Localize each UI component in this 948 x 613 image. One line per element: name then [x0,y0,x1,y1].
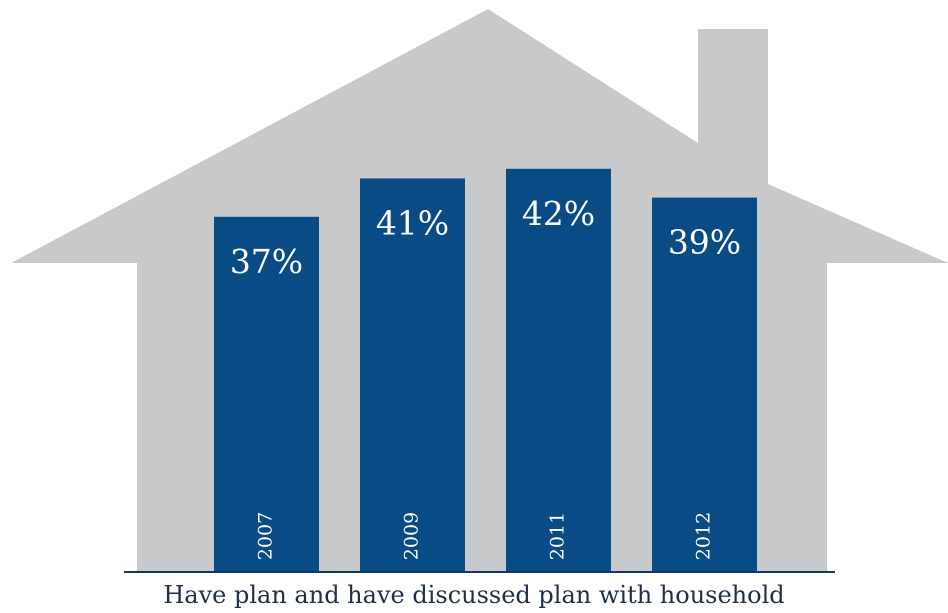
bars-group: 37% 2007 41% 2009 42% 2011 39% 2012 [214,168,757,573]
bar-value-label: 42% [522,194,595,233]
bar-category-label: 2007 [255,512,277,560]
bar-value-label: 41% [376,203,449,242]
bar-2007 [214,216,319,573]
bar-category-label: 2009 [401,512,423,560]
house-silhouette [11,9,948,572]
bar-2012 [652,197,757,572]
bar-value-label: 37% [230,242,303,281]
bar-2011 [506,168,611,573]
bar-value-label: 39% [668,223,741,262]
bar-2009 [360,178,465,572]
bar-category-label: 2011 [547,512,569,560]
x-axis-label: Have plan and have discussed plan with h… [163,581,784,609]
bar-category-label: 2012 [693,512,715,560]
